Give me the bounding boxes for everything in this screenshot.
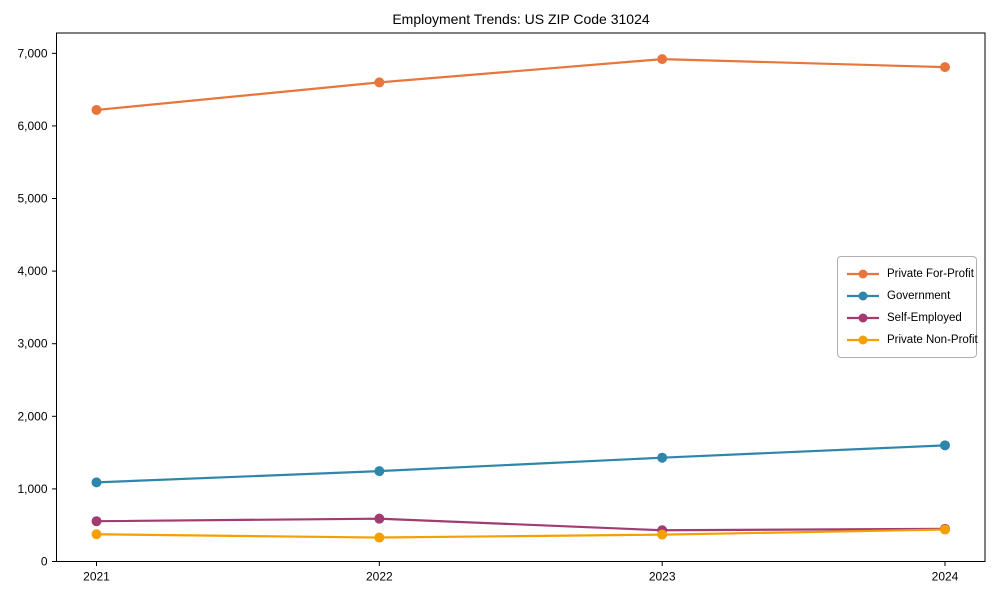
series-line-self-employed [95,517,947,532]
legend-marker-dot [858,335,868,345]
data-point-government-2021 [91,477,102,488]
data-point-private-non-profit-2022 [374,532,385,543]
legend-item-self-employed: Self-Employed [846,307,968,329]
series-line-government [95,444,947,484]
legend-marker-government [847,291,879,301]
x-tick-label: 2022 [366,570,393,584]
y-tick-label: 0 [41,555,48,569]
y-tick-label: 2,000 [17,409,47,423]
series-line-private-for-profit [95,58,947,112]
data-point-government-2024 [940,440,950,451]
legend-marker-dot [858,313,868,323]
chart-title: Employment Trends: US ZIP Code 31024 [392,11,650,27]
legend-item-private-non-profit: Private Non-Profit [846,329,978,351]
data-point-self-employed-2022 [374,513,385,524]
legend-item-private-for-profit: Private For-Profit [846,263,974,285]
legend-label-private-non-profit: Private Non-Profit [887,334,978,346]
series-line-private-non-profit [95,528,947,539]
data-point-private-non-profit-2024 [940,524,950,535]
legend-marker-self-employed [847,313,879,323]
data-point-government-2022 [374,466,385,477]
legend-marker-private-for-profit [847,269,879,279]
data-point-private-for-profit-2023 [657,54,668,65]
y-tick-label: 1,000 [17,482,47,496]
legend-item-government: Government [846,285,968,307]
legend: Private For-Profit Government Self-Employe… [837,256,978,358]
x-tick-label: 2021 [83,570,110,584]
y-tick-label: 3,000 [17,337,47,351]
data-point-self-employed-2021 [91,516,102,527]
legend-label-private-for-profit: Private For-Profit [887,268,974,280]
x-tick-label: 2023 [649,570,676,584]
legend-marker-private-non-profit [847,335,879,345]
y-tick-label: 6,000 [17,119,47,133]
data-point-private-non-profit-2021 [91,529,102,540]
legend-marker-dot [858,291,868,301]
data-point-government-2023 [657,452,668,463]
data-point-private-non-profit-2023 [657,529,668,540]
legend-label-self-employed: Self-Employed [887,312,962,324]
data-point-private-for-profit-2021 [91,104,102,115]
axes-frame [56,32,986,562]
y-tick-label: 5,000 [17,192,47,206]
y-tick-label: 4,000 [17,264,47,278]
y-tick-label: 7,000 [17,46,47,60]
series-private-non-profit [91,524,950,543]
legend-marker-dot [858,269,868,279]
series-government [91,440,950,488]
series-private-for-profit [91,54,950,115]
x-tick-label: 2024 [932,570,959,584]
data-point-private-for-profit-2024 [940,62,950,73]
legend-label-government: Government [887,290,951,302]
data-point-private-for-profit-2022 [374,77,385,88]
